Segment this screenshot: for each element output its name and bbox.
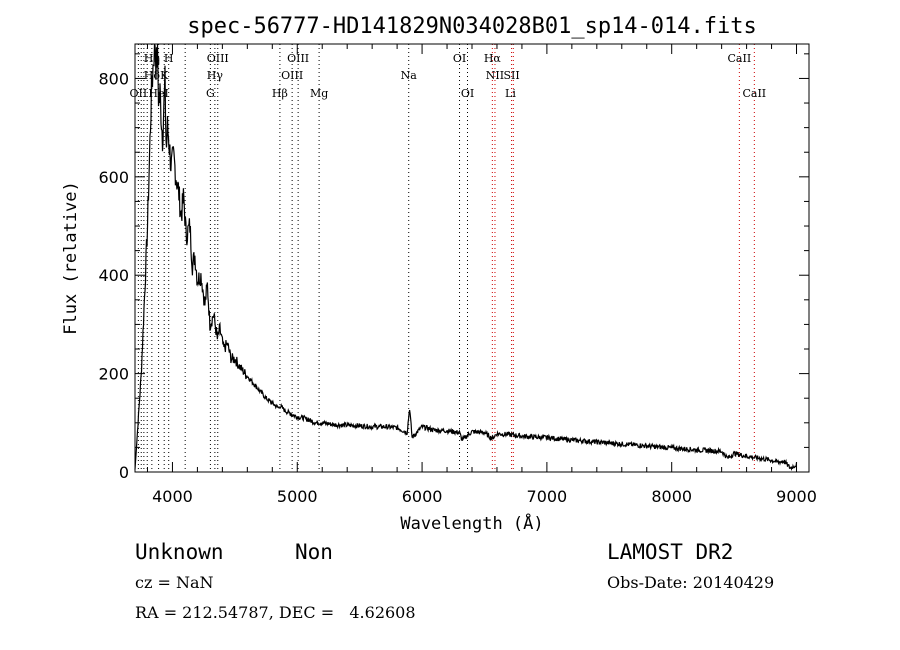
chart-title: spec-56777-HD141829N034028B01_sp14-014.f…: [187, 14, 757, 39]
y-tick-label: 800: [98, 69, 129, 88]
x-tick-label: 7000: [527, 487, 568, 506]
line-label: OIII: [207, 52, 229, 65]
redshift-label: cz = NaN: [135, 573, 214, 592]
x-tick-label: 6000: [402, 487, 443, 506]
line-label: SII: [503, 69, 519, 82]
line-label: Hγ: [207, 69, 224, 82]
line-label: G: [206, 87, 215, 100]
line-label: Na: [401, 69, 418, 82]
obs-date-label: Obs-Date: 20140429: [607, 573, 775, 592]
x-tick-label: 8000: [651, 487, 692, 506]
y-axis-label: Flux (relative): [61, 181, 81, 335]
line-label: Hβ: [272, 87, 288, 100]
spectrum-flux-line: [134, 43, 798, 472]
line-label: OIII: [281, 69, 303, 82]
line-label: H: [164, 52, 174, 65]
class-label: Unknown: [135, 540, 224, 564]
line-label: OI: [453, 52, 466, 65]
axis-ticks: [135, 44, 809, 473]
coordinates-label: RA = 212.54787, DEC = 4.62608: [135, 603, 416, 622]
line-label: OI: [461, 87, 474, 100]
line-label: OIII: [287, 52, 309, 65]
y-tick-label: 400: [98, 266, 129, 285]
x-tick-label: 4000: [152, 487, 193, 506]
y-tick-label: 200: [98, 365, 129, 384]
line-label: Hα: [484, 52, 502, 65]
line-label: Mg: [310, 87, 328, 100]
line-label: CaII: [742, 87, 766, 100]
axis-tick-labels: 4000 5000 6000 7000 8000 9000 0 200 400 600 800: [98, 69, 816, 506]
y-tick-label: 0: [119, 463, 129, 482]
line-label: NII: [486, 69, 504, 82]
x-tick-label: 9000: [776, 487, 817, 506]
line-label: Li: [505, 87, 516, 100]
line-label: CaII: [728, 52, 752, 65]
y-tick-label: 600: [98, 168, 129, 187]
spectral-line-markers: [137, 44, 755, 472]
survey-label: LAMOST DR2: [607, 540, 734, 564]
x-tick-label: 5000: [277, 487, 318, 506]
line-label: OII: [130, 87, 148, 100]
plot-frame: [134, 43, 810, 473]
subclass-label: Non: [295, 540, 333, 564]
x-axis-label: Wavelength (Å): [400, 512, 543, 534]
